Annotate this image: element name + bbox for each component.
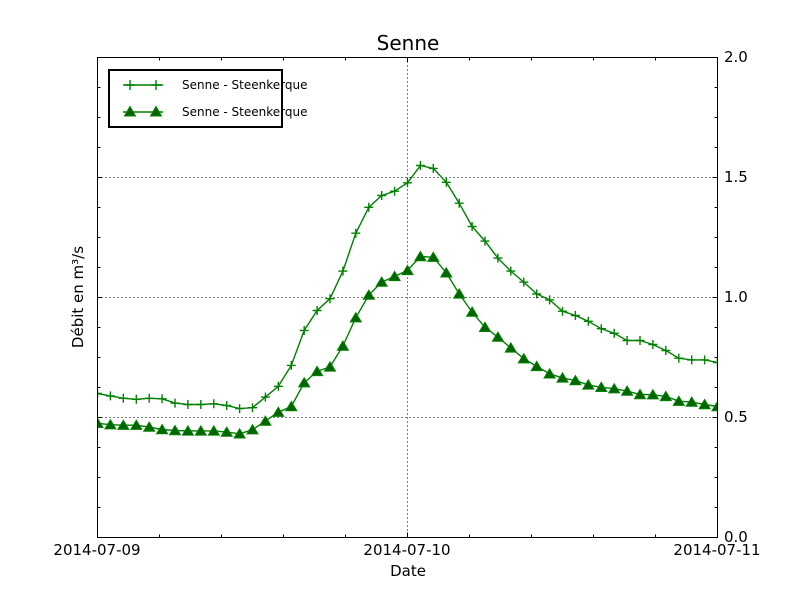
chart-title: Senne xyxy=(376,31,440,55)
legend: Senne - Steenkerque Senne - Steenkerque xyxy=(108,69,307,128)
x-tick-label-2014-07-11: 2014-07-11 xyxy=(673,541,761,559)
y-tick-label-2-0: 2.0 xyxy=(724,48,748,66)
x-tick-label-2014-07-10: 2014-07-10 xyxy=(363,541,451,559)
triangle-marker-icon xyxy=(123,105,163,117)
legend-label: Senne - Steenkerque xyxy=(182,78,308,93)
y-tick-label-0-5: 0.5 xyxy=(724,408,748,426)
x-axis-label: Date xyxy=(390,562,426,580)
legend-label: Senne - Steenkerque xyxy=(182,104,308,119)
y-axis-label: Débit en m³/s xyxy=(69,245,87,349)
legend-entry: Senne - Steenkerque xyxy=(110,100,307,124)
legend-entry: Senne - Steenkerque xyxy=(110,73,307,97)
y-tick-label-0-0: 0.0 xyxy=(724,528,748,546)
plus-marker-icon xyxy=(123,80,163,91)
x-tick-label-2014-07-09: 2014-07-09 xyxy=(53,541,141,559)
y-tick-label-1-5: 1.5 xyxy=(724,168,748,186)
y-tick-label-1-0: 1.0 xyxy=(724,288,748,306)
